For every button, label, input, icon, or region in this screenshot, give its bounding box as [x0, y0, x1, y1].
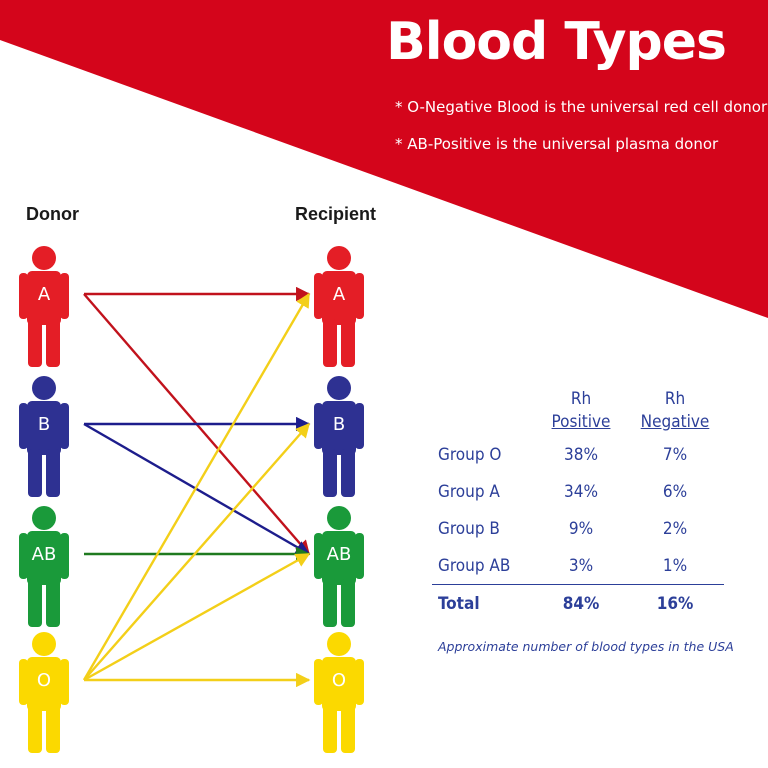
table-total-row: Total 84% 16% — [432, 584, 724, 623]
recipient-label-o: O — [332, 670, 346, 691]
donor-person-b: B — [19, 376, 69, 497]
rh-negative-value: 7% — [662, 444, 688, 465]
total-rh-positive: 84% — [536, 584, 626, 623]
recipient-label-b: B — [333, 414, 345, 435]
header-rh-positive-line1: Rh — [570, 389, 592, 409]
header-rh-negative: Rh Negative — [626, 382, 724, 436]
donor-label-o: O — [37, 670, 51, 691]
blood-type-table: Rh Positive Rh Negative Group O 38% 7% G… — [432, 382, 724, 623]
donor-person-a: A — [19, 246, 69, 367]
note-universal-red-cell-donor: * O-Negative Blood is the universal red … — [395, 98, 768, 116]
recipient-label-a: A — [333, 284, 346, 305]
rh-positive-value: 38% — [564, 444, 598, 465]
donor-person-o: O — [19, 632, 69, 753]
row-label: Group O — [438, 444, 502, 465]
rh-positive-value: 34% — [564, 481, 598, 502]
recipient-person-ab: AB — [314, 506, 364, 627]
header-rh-negative-line2: Negative — [640, 412, 710, 432]
header-rh-positive: Rh Positive — [536, 382, 626, 436]
donor-label-ab: AB — [32, 544, 57, 565]
arrow-o-to-ab — [83, 552, 311, 682]
recipient-heading: Recipient — [295, 204, 377, 224]
rh-positive-value: 9% — [568, 518, 594, 539]
donor-label-b: B — [38, 414, 50, 435]
table-row: Group A 34% 6% — [432, 473, 724, 510]
compatibility-arrows — [82, 286, 311, 688]
donor-heading: Donor — [26, 204, 79, 224]
recipient-person-b: B — [314, 376, 364, 497]
row-label: Group B — [438, 518, 500, 539]
recipient-label-ab: AB — [327, 544, 352, 565]
table-row: Group B 9% 2% — [432, 510, 724, 547]
page-title: Blood Types — [386, 12, 727, 72]
recipient-person-o: O — [314, 632, 364, 753]
table-caption: Approximate number of blood types in the… — [438, 639, 734, 654]
note-universal-plasma-donor: * AB-Positive is the universal plasma do… — [395, 135, 719, 153]
table-header-row: Rh Positive Rh Negative — [432, 382, 724, 436]
donor-person-ab: AB — [19, 506, 69, 627]
rh-negative-value: 1% — [662, 555, 688, 576]
rh-negative-value: 6% — [662, 481, 688, 502]
arrow-o-to-a — [82, 292, 311, 681]
header-rh-positive-line2: Positive — [551, 412, 611, 432]
total-label: Total — [432, 584, 536, 623]
row-label: Group A — [438, 481, 500, 502]
recipient-person-a: A — [314, 246, 364, 367]
rh-negative-value: 2% — [662, 518, 688, 539]
header-rh-negative-line1: Rh — [664, 389, 686, 409]
arrow-o-to-b — [83, 422, 310, 681]
total-rh-negative: 16% — [626, 584, 724, 623]
row-label: Group AB — [438, 555, 511, 576]
donor-label-a: A — [38, 284, 51, 305]
rh-positive-value: 3% — [568, 555, 594, 576]
table-row: Group AB 3% 1% — [432, 547, 724, 585]
table-row: Group O 38% 7% — [432, 436, 724, 473]
